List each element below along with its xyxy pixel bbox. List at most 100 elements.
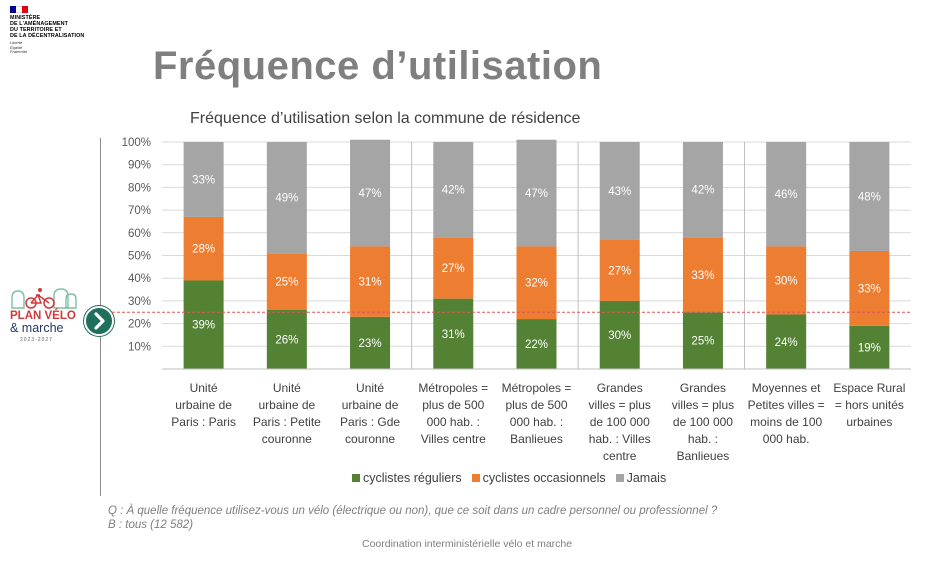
x-category-label-line: Banlieues bbox=[677, 449, 730, 463]
x-category-label-line: plus de 500 bbox=[505, 398, 567, 412]
bar-segment bbox=[766, 314, 807, 369]
plan-velo-logo: PLAN VÉLO & marche 2023-2027 bbox=[6, 286, 82, 348]
x-category-label: Grandes villes = plus de 100 000 hab. : Vil… bbox=[589, 381, 651, 463]
bar-segment bbox=[766, 246, 807, 315]
x-category-label-line: 000 hab. bbox=[763, 432, 810, 446]
next-arrow-button[interactable] bbox=[84, 306, 114, 336]
x-category-label-line: de 100 000 bbox=[673, 415, 733, 429]
data-label: 33% bbox=[691, 270, 714, 282]
y-tick-label: 100% bbox=[122, 137, 151, 149]
french-flag-icon bbox=[10, 6, 28, 13]
bar-segment bbox=[682, 312, 723, 369]
x-category-label: Espace Rural = hors unités urbaines bbox=[833, 381, 905, 429]
x-category-label-line: 000 hab. : bbox=[427, 415, 480, 429]
data-label: 26% bbox=[275, 334, 298, 346]
x-category-label-line: Villes centre bbox=[421, 432, 486, 446]
question-text: Q : À quelle fréquence utilisez-vous un … bbox=[108, 505, 718, 517]
bar-segment bbox=[682, 142, 723, 238]
motto-line: Égalité bbox=[10, 44, 23, 50]
bar-segment bbox=[599, 239, 640, 301]
x-category-label-line: de 100 000 bbox=[590, 415, 650, 429]
bar-segment bbox=[183, 216, 224, 281]
motto-line: Fraternité bbox=[10, 49, 28, 55]
ministry-line: DE LA DÉCENTRALISATION bbox=[10, 33, 85, 39]
ministry-line: DE L'AMÉNAGEMENT bbox=[10, 21, 68, 27]
bar-segment bbox=[266, 253, 307, 310]
x-category-label-line: Unité bbox=[273, 381, 301, 395]
y-tick-label: 50% bbox=[128, 251, 151, 263]
x-category-label-line: urbaines bbox=[846, 415, 892, 429]
bar-segment bbox=[682, 237, 723, 313]
data-label: 24% bbox=[775, 337, 798, 349]
data-label: 46% bbox=[775, 189, 798, 201]
bar-segment bbox=[350, 316, 391, 369]
x-category-label-line: Métropoles = bbox=[502, 381, 572, 395]
bar-segment bbox=[266, 142, 307, 254]
x-category-label: Métropoles = plus de 500 000 hab. : Villes … bbox=[418, 381, 488, 446]
data-label: 30% bbox=[775, 275, 798, 287]
x-category-label-line: urbaine de bbox=[175, 398, 232, 412]
x-category-label-line: Unité bbox=[356, 381, 384, 395]
x-category-label: Grandes villes = plus de 100 000 hab. : Banl… bbox=[672, 381, 734, 463]
x-category-label-line: villes = plus bbox=[672, 398, 734, 412]
legend-label-occasional: cyclistes occasionnels bbox=[482, 471, 606, 485]
page-title: Fréquence d’utilisation bbox=[153, 44, 603, 88]
x-category-label-line: urbaine de bbox=[258, 398, 315, 412]
x-category-label-line: Banlieues bbox=[510, 432, 563, 446]
data-label: 25% bbox=[691, 336, 714, 348]
data-label: 39% bbox=[192, 320, 215, 332]
data-label: 23% bbox=[359, 338, 382, 350]
motto-line: Liberté bbox=[10, 40, 23, 45]
ministry-line: DU TERRITOIRE ET bbox=[10, 27, 62, 33]
data-label: 43% bbox=[608, 186, 631, 198]
x-category-label-line: Moyennes et bbox=[752, 381, 821, 395]
data-label: 42% bbox=[691, 185, 714, 197]
bar-segment bbox=[266, 309, 307, 369]
x-category-label: Unité urbaine de Paris : Gde couronne bbox=[340, 381, 400, 446]
data-label: 33% bbox=[192, 174, 215, 186]
y-tick-label: 30% bbox=[128, 296, 151, 308]
bar-segment bbox=[350, 246, 391, 317]
data-label: 42% bbox=[442, 185, 465, 197]
chart-legend: cyclistes réguliers cyclistes occasionne… bbox=[352, 471, 666, 485]
data-label: 30% bbox=[608, 330, 631, 342]
bar-segment bbox=[849, 325, 890, 369]
legend-label-regular: cyclistes réguliers bbox=[363, 471, 462, 485]
x-category-label: Moyennes et Petites villes = moins de 100 0… bbox=[748, 381, 825, 446]
bar-segment bbox=[433, 142, 474, 238]
x-category-label-line: hab. : Villes bbox=[589, 432, 651, 446]
x-category-label-line: hab. : bbox=[688, 432, 718, 446]
bar-segment bbox=[183, 142, 224, 217]
y-tick-label: 90% bbox=[128, 160, 151, 172]
bar-segment bbox=[183, 280, 224, 369]
x-category-label-line: plus de 500 bbox=[422, 398, 484, 412]
x-category-label: Unité urbaine de Paris : Paris bbox=[171, 381, 236, 429]
x-category-label-line: Unité bbox=[190, 381, 218, 395]
legend-item-never: Jamais bbox=[615, 471, 666, 485]
data-label: 33% bbox=[858, 283, 881, 295]
x-category-label-line: Paris : Petite bbox=[253, 415, 321, 429]
data-label: 27% bbox=[442, 263, 465, 275]
plan-logo-line1: PLAN VÉLO bbox=[10, 310, 76, 322]
x-category-label-line: Espace Rural bbox=[833, 381, 905, 395]
survey-question: Q : À quelle fréquence utilisez-vous un … bbox=[108, 504, 717, 532]
x-category-label-line: urbaine de bbox=[342, 398, 399, 412]
bar-segment bbox=[516, 319, 557, 369]
data-label: 19% bbox=[858, 342, 881, 354]
data-label: 31% bbox=[442, 329, 465, 341]
legend-swatch-occasional bbox=[471, 474, 480, 482]
bar-segment bbox=[766, 142, 807, 247]
x-category-label-line: moins de 100 bbox=[750, 415, 822, 429]
x-category-label-line: Paris : Paris bbox=[171, 415, 236, 429]
x-category-label-line: centre bbox=[603, 449, 637, 463]
ministry-line: MINISTÈRE bbox=[10, 15, 41, 21]
chevron-right-icon bbox=[94, 312, 105, 330]
data-label: 28% bbox=[192, 244, 215, 256]
data-label: 31% bbox=[359, 277, 382, 289]
chart-title: Fréquence d’utilisation selon la commune… bbox=[190, 110, 581, 127]
y-tick-label: 70% bbox=[128, 205, 151, 217]
ministry-motto: Liberté Égalité Fraternité bbox=[10, 40, 120, 55]
x-category-label-line: couronne bbox=[345, 432, 395, 446]
data-label: 48% bbox=[858, 191, 881, 203]
